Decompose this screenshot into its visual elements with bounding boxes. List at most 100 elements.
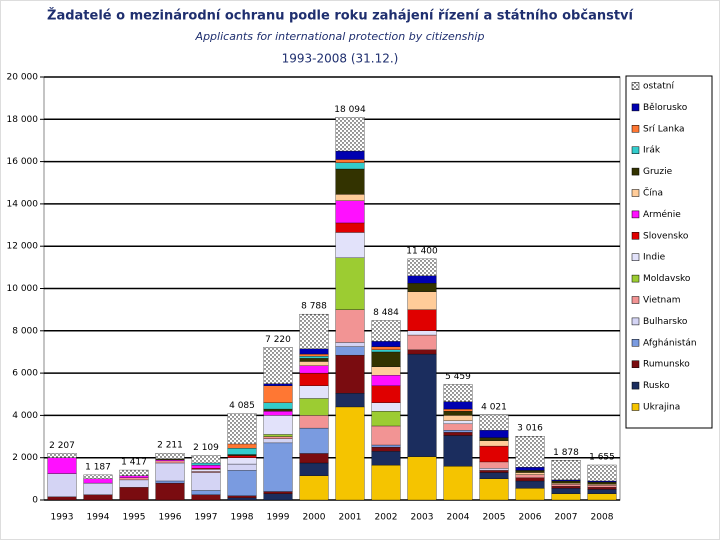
bar-segment [551,480,581,484]
bar-segment [371,411,401,427]
bar-segment [263,385,293,403]
legend-label: Slovensko [643,231,689,241]
bar-segment [443,408,473,412]
bar-segment [371,402,401,412]
bar-segment [371,320,401,342]
bar-segment [299,313,329,349]
bar-segment [515,477,545,482]
bar-segment [371,385,401,403]
bar-segment [155,480,185,484]
legend-label: Moldavsko [643,274,691,284]
y-tick-label: 18 000 [7,115,39,125]
total-label: 11 400 [406,246,438,256]
bar-segment [299,356,329,359]
bar-segment [443,411,473,416]
bar-segment [299,353,329,357]
legend-label: Ukrajina [643,403,680,413]
bar-segment [227,495,257,499]
bar-segment [191,471,221,473]
legend-swatch [631,381,640,390]
bar-segment [263,493,293,501]
bar-segment [587,464,617,482]
bar-segment [407,309,437,331]
x-tick-label: 1998 [231,513,254,523]
bar-segment [155,482,185,501]
x-tick-label: 1993 [51,513,74,523]
x-tick-label: 2002 [375,513,398,523]
bar-segment [191,490,221,495]
bar-segment [263,438,293,444]
x-tick-label: 1999 [267,513,290,523]
total-label: 7 220 [265,335,291,345]
bar-segment [515,467,545,471]
bar-segment [443,466,473,501]
total-label: 8 788 [301,302,327,312]
x-tick-label: 2000 [303,513,326,523]
bar-segment [479,445,509,463]
bar-segment [407,258,437,276]
bar-segment [479,430,509,438]
x-tick-label: 1997 [195,513,218,523]
total-label: 2 109 [193,443,219,453]
bar-segment [371,444,401,448]
bar-segment [587,489,617,494]
x-tick-label: 2006 [519,513,542,523]
bar-segment [299,453,329,464]
bar-segment [263,434,293,437]
bar-segment [335,342,365,347]
chart-title: Žadatelé o mezinárodní ochranu podle rok… [47,8,635,24]
bar-segment [83,478,113,484]
bar-segment [191,455,221,464]
bar-segment [587,487,617,490]
bar-segment [299,348,329,355]
bar-segment [407,334,437,350]
bar-segment [443,430,473,433]
legend-label: Srí Lanka [643,124,685,134]
bar-segment [479,472,509,480]
bar-segment [515,488,545,501]
bar-segment [335,406,365,501]
bar-segment [263,411,293,416]
bar-segment [551,488,581,494]
bar-segment [263,436,293,439]
legend-label: Indie [643,253,666,263]
bar-segment [335,162,365,170]
bar-segment [443,384,473,402]
bar-segment [263,383,293,386]
bar-segment [299,361,329,366]
bar-segment [551,483,581,487]
bar-segment [551,479,581,482]
bar-segment [47,496,77,501]
bar-segment [587,480,617,483]
bar-segment [299,427,329,454]
chart-period: 1993-2008 (31.12.) [282,52,399,66]
legend-label: ostatní [643,82,674,92]
bar-segment [407,456,437,501]
bar-segment [191,469,221,472]
legend-swatch [631,296,640,304]
bar-segment [227,497,257,501]
bar-segment [83,494,113,501]
y-tick-label: 8 000 [12,326,38,336]
bar-segment [263,347,293,384]
total-label: 5 459 [445,372,471,382]
bar-segment [371,446,401,452]
total-label: 2 207 [49,441,75,451]
bar-segment [515,470,545,473]
bar-segment [371,425,401,446]
legend-label: Čína [643,187,663,199]
bar-segment [371,341,401,347]
bar-segment [587,485,617,488]
legend-swatch [631,125,640,133]
total-label: 4 085 [229,401,255,411]
bar-segment [155,458,185,460]
bar-segment [155,459,185,462]
bar-segment [479,440,509,447]
bar-segment [263,402,293,410]
bar-segment [119,479,149,488]
bar-segment [551,486,581,489]
legend-label: Rumunsko [643,360,690,370]
bar-segment [227,463,257,471]
legend-box [625,75,713,429]
